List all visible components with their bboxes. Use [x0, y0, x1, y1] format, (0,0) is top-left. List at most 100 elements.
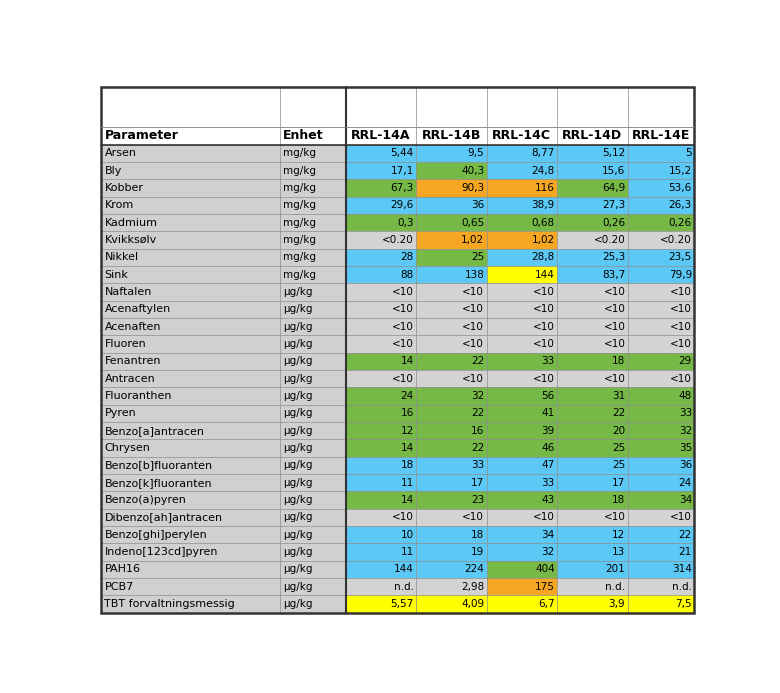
- Bar: [279, 127, 346, 145]
- Text: <10: <10: [463, 304, 484, 315]
- Text: 22: 22: [679, 529, 692, 540]
- Bar: [557, 370, 628, 387]
- Bar: [628, 197, 694, 214]
- Bar: [487, 214, 557, 231]
- Text: <10: <10: [670, 304, 692, 315]
- Bar: [557, 301, 628, 318]
- Text: <10: <10: [604, 339, 626, 349]
- Text: RRL-14E: RRL-14E: [632, 130, 690, 142]
- Bar: [416, 578, 487, 595]
- Bar: [557, 318, 628, 335]
- Text: μg/kg: μg/kg: [282, 460, 312, 471]
- Bar: [279, 145, 346, 162]
- Bar: [279, 214, 346, 231]
- Bar: [487, 318, 557, 335]
- Bar: [101, 231, 279, 249]
- Text: 25,3: 25,3: [602, 252, 626, 263]
- Text: 56: 56: [541, 391, 555, 401]
- Text: 5,44: 5,44: [391, 148, 413, 159]
- Text: 0,3: 0,3: [397, 218, 413, 228]
- Bar: [557, 87, 628, 127]
- Text: 36: 36: [679, 460, 692, 471]
- Text: 25: 25: [612, 443, 626, 453]
- Bar: [416, 509, 487, 526]
- Bar: [346, 301, 416, 318]
- Text: 35: 35: [679, 443, 692, 453]
- Bar: [346, 405, 416, 422]
- Text: 144: 144: [394, 564, 413, 574]
- Bar: [416, 283, 487, 301]
- Bar: [346, 543, 416, 561]
- Text: mg/kg: mg/kg: [282, 183, 316, 193]
- Text: Kadmium: Kadmium: [105, 218, 158, 228]
- Text: <10: <10: [670, 322, 692, 332]
- Bar: [487, 474, 557, 491]
- Bar: [628, 526, 694, 543]
- Bar: [557, 353, 628, 370]
- Bar: [416, 543, 487, 561]
- Text: <10: <10: [463, 287, 484, 297]
- Text: 32: 32: [679, 426, 692, 436]
- Text: <10: <10: [392, 304, 413, 315]
- Text: <0.20: <0.20: [594, 235, 626, 245]
- Bar: [557, 231, 628, 249]
- Bar: [416, 266, 487, 283]
- Bar: [557, 214, 628, 231]
- Bar: [346, 197, 416, 214]
- Bar: [487, 561, 557, 578]
- Text: 36: 36: [471, 200, 484, 211]
- Text: mg/kg: mg/kg: [282, 270, 316, 280]
- Bar: [487, 387, 557, 405]
- Text: 2,98: 2,98: [461, 581, 484, 592]
- Text: Sink: Sink: [105, 270, 129, 280]
- Bar: [279, 370, 346, 387]
- Bar: [101, 405, 279, 422]
- Bar: [557, 509, 628, 526]
- Text: 23: 23: [471, 495, 484, 505]
- Bar: [416, 179, 487, 197]
- Bar: [279, 422, 346, 439]
- Bar: [628, 179, 694, 197]
- Text: <10: <10: [533, 322, 555, 332]
- Bar: [346, 509, 416, 526]
- Bar: [557, 145, 628, 162]
- Text: 26,3: 26,3: [668, 200, 692, 211]
- Text: <10: <10: [533, 339, 555, 349]
- Text: n.d.: n.d.: [394, 581, 413, 592]
- Text: PAH16: PAH16: [105, 564, 140, 574]
- Bar: [279, 162, 346, 179]
- Bar: [101, 179, 279, 197]
- Text: <10: <10: [463, 322, 484, 332]
- Text: <10: <10: [392, 512, 413, 523]
- Text: Benzo[b]fluoranten: Benzo[b]fluoranten: [105, 460, 213, 471]
- Text: 31: 31: [612, 391, 626, 401]
- Text: RRL-14B: RRL-14B: [422, 130, 481, 142]
- Text: μg/kg: μg/kg: [282, 529, 312, 540]
- Bar: [346, 335, 416, 353]
- Bar: [101, 301, 279, 318]
- Bar: [628, 301, 694, 318]
- Bar: [487, 301, 557, 318]
- Bar: [628, 127, 694, 145]
- Bar: [628, 561, 694, 578]
- Text: <10: <10: [463, 374, 484, 384]
- Text: 48: 48: [679, 391, 692, 401]
- Text: PCB7: PCB7: [105, 581, 133, 592]
- Text: 53,6: 53,6: [668, 183, 692, 193]
- Text: μg/kg: μg/kg: [282, 599, 312, 609]
- Text: 28: 28: [400, 252, 413, 263]
- Text: 67,3: 67,3: [391, 183, 413, 193]
- Bar: [557, 162, 628, 179]
- Text: <10: <10: [670, 339, 692, 349]
- Bar: [279, 87, 346, 127]
- Bar: [279, 439, 346, 457]
- Text: <10: <10: [463, 512, 484, 523]
- Text: 22: 22: [471, 356, 484, 367]
- Bar: [628, 335, 694, 353]
- Bar: [279, 491, 346, 509]
- Text: <10: <10: [533, 512, 555, 523]
- Bar: [346, 249, 416, 266]
- Bar: [416, 370, 487, 387]
- Bar: [557, 387, 628, 405]
- Text: 5,12: 5,12: [602, 148, 626, 159]
